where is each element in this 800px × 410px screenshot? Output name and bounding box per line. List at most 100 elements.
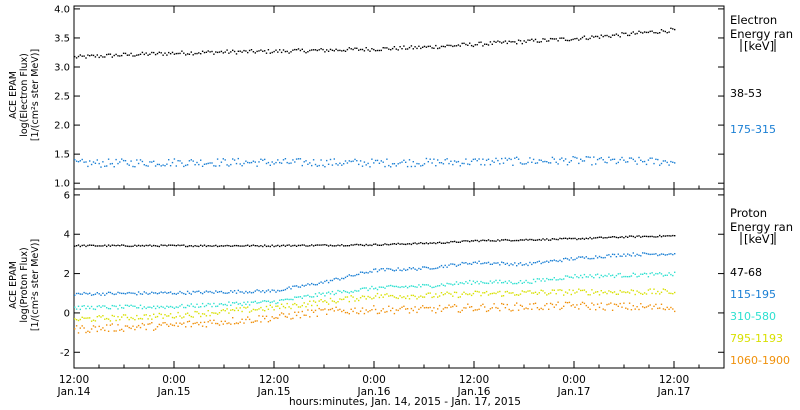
data-point xyxy=(570,39,572,41)
data-point xyxy=(563,160,565,162)
data-point xyxy=(538,41,540,43)
data-point xyxy=(384,287,386,289)
data-point xyxy=(151,161,153,163)
data-point xyxy=(504,307,507,309)
data-point xyxy=(467,240,469,242)
data-point xyxy=(506,159,508,161)
data-point xyxy=(288,298,290,301)
data-point xyxy=(553,38,555,40)
data-point xyxy=(294,161,296,163)
data-point xyxy=(536,307,539,309)
data-point xyxy=(388,268,390,270)
data-point xyxy=(173,307,176,309)
data-point xyxy=(416,311,418,314)
data-point xyxy=(247,301,249,303)
data-point xyxy=(297,48,300,50)
data-point xyxy=(585,237,587,239)
data-point xyxy=(561,289,563,292)
data-point xyxy=(374,268,377,270)
data-point xyxy=(194,245,196,247)
data-point xyxy=(113,330,115,332)
data-point xyxy=(139,317,142,320)
data-point xyxy=(292,49,294,51)
data-point xyxy=(645,252,648,255)
data-point xyxy=(166,245,168,247)
data-point xyxy=(450,263,452,265)
data-point xyxy=(576,157,578,159)
data-point xyxy=(544,261,546,263)
data-point xyxy=(130,52,132,55)
data-point xyxy=(634,33,636,35)
data-point xyxy=(205,163,208,165)
data-point xyxy=(79,308,81,311)
data-point xyxy=(540,159,542,161)
data-point xyxy=(628,34,631,37)
data-point xyxy=(284,307,287,309)
data-point xyxy=(642,235,644,238)
data-point xyxy=(107,158,110,160)
data-point xyxy=(106,245,108,248)
data-point xyxy=(420,286,422,288)
data-point xyxy=(427,307,429,309)
data-point xyxy=(201,245,204,247)
data-point xyxy=(512,283,514,285)
data-point xyxy=(122,330,125,332)
data-point xyxy=(642,32,644,34)
data-point xyxy=(369,166,371,168)
data-point xyxy=(92,54,95,57)
data-point xyxy=(617,305,619,307)
data-point xyxy=(504,280,507,283)
series-47-68 xyxy=(74,234,676,248)
data-point xyxy=(422,46,424,48)
proton-y-tick-label: 4 xyxy=(64,230,70,241)
data-point xyxy=(593,36,595,38)
data-point xyxy=(168,51,170,54)
data-point xyxy=(149,323,151,325)
data-point xyxy=(480,239,482,242)
data-point xyxy=(493,303,495,305)
data-point xyxy=(205,245,208,248)
data-point xyxy=(248,311,251,313)
data-point xyxy=(151,51,153,54)
data-point xyxy=(617,161,619,164)
data-point xyxy=(200,292,202,294)
data-point xyxy=(171,244,174,246)
data-point xyxy=(382,268,384,270)
data-point xyxy=(630,309,633,311)
data-point xyxy=(156,245,159,247)
data-point xyxy=(305,314,307,316)
data-point xyxy=(638,156,640,159)
data-point xyxy=(346,48,349,51)
data-point xyxy=(570,237,572,240)
data-point xyxy=(254,245,256,247)
data-point xyxy=(126,304,129,307)
data-point xyxy=(107,291,110,293)
data-point xyxy=(444,264,446,267)
data-point xyxy=(294,296,296,298)
data-point xyxy=(87,293,89,295)
data-point xyxy=(179,305,181,307)
data-point xyxy=(514,294,516,296)
data-point xyxy=(455,291,458,294)
proton-legend-title: [keV] xyxy=(744,232,774,246)
data-point xyxy=(549,239,552,241)
electron-y-tick-label: 3.5 xyxy=(54,33,70,44)
data-point xyxy=(406,295,409,297)
data-point xyxy=(465,240,467,242)
data-point xyxy=(453,45,456,47)
data-point xyxy=(222,245,224,247)
x-tick-date-label: Jan.16 xyxy=(357,386,391,398)
data-point xyxy=(659,32,661,34)
data-point xyxy=(561,278,563,281)
data-point xyxy=(438,295,441,297)
data-point xyxy=(316,295,318,297)
data-point xyxy=(136,294,138,296)
data-point xyxy=(352,275,354,277)
data-point xyxy=(440,264,443,267)
data-point xyxy=(384,293,386,296)
data-point xyxy=(303,50,305,53)
data-point xyxy=(369,287,371,290)
data-point xyxy=(121,244,123,246)
data-point xyxy=(203,291,206,293)
data-point xyxy=(260,301,262,303)
